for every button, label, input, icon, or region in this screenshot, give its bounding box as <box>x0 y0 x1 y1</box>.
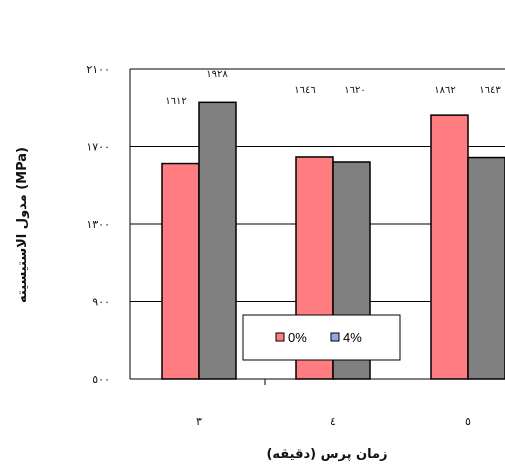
y-tick-label-0: ٥٠٠ <box>92 373 110 386</box>
legend-label-0: 0% <box>288 330 307 345</box>
y-tick-label-4: ٢١٠٠ <box>86 63 110 76</box>
x-axis-label: زمان پرس (دقيقه) <box>266 447 387 462</box>
bar-4pct-0 <box>198 101 237 380</box>
data-label-0-0: ١٦١٢ <box>165 96 186 107</box>
x-tick-labels: ٣ ٤ ٥ <box>196 379 471 428</box>
y-tick-label-2: ١٣٠٠ <box>86 218 110 231</box>
legend-swatch-1 <box>330 332 340 342</box>
y-tick-label-3: ١٧٠٠ <box>86 141 110 154</box>
data-label-1-2: ١٦٤٣ <box>479 85 501 96</box>
bar-0pct-2 <box>430 114 469 380</box>
y-axis-label: مدول الاستيسيته (MPa) <box>15 147 30 303</box>
data-label-0-1: ١٦٤٦ <box>294 85 315 96</box>
bar-4pct-2 <box>467 156 505 380</box>
legend-swatch-0 <box>275 332 285 342</box>
y-tick-label-1: ٩٠٠ <box>92 296 110 309</box>
data-label-0-2: ١٨٦٢ <box>434 85 455 96</box>
y-tick-labels: ٥٠٠ ٩٠٠ ١٣٠٠ ١٧٠٠ ٢١٠٠ <box>86 63 110 386</box>
axes <box>129 69 505 380</box>
x-tick-label-1: ٤ <box>330 415 336 428</box>
legend: 0% 4% <box>242 314 401 361</box>
data-label-1-0: ١٩٢٨ <box>206 69 228 80</box>
x-tick-label-2: ٥ <box>465 415 471 428</box>
data-label-1-1: ١٦٢٠ <box>344 85 365 96</box>
legend-box <box>242 314 401 361</box>
legend-label-1: 4% <box>343 330 362 345</box>
bar-0pct-0 <box>161 162 200 380</box>
x-tick-label-0: ٣ <box>196 415 202 428</box>
data-labels: ١٦١٢ ١٦٤٦ ١٨٦٢ ١٩٢٨ ١٦٢٠ ١٦٤٣ <box>165 69 501 107</box>
